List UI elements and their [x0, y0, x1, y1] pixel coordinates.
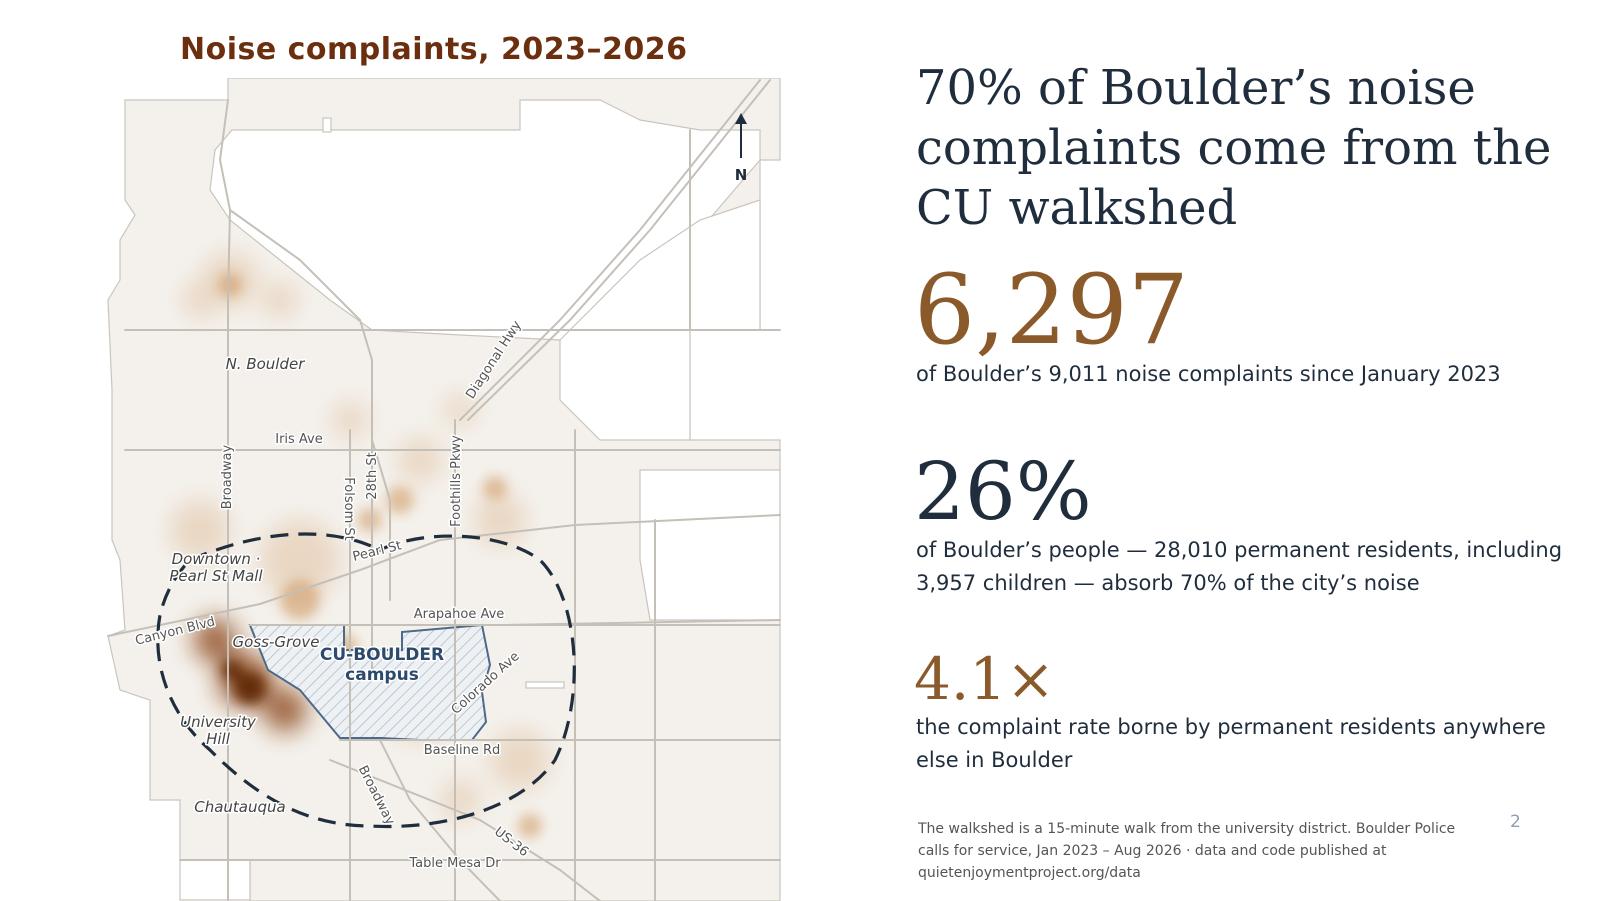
- map-title: Noise complaints, 2023–2026: [180, 32, 688, 67]
- campus-label-line1: CU-BOULDER: [320, 645, 444, 665]
- foothills-pkwy-label: Foothills Pkwy: [449, 435, 464, 527]
- university-hill-label-line2: Hill: [206, 730, 231, 748]
- footnote: The walkshed is a 15-minute walk from th…: [918, 821, 1456, 881]
- 28th-st-label: 28th St: [365, 452, 380, 499]
- north-label: N: [735, 166, 748, 184]
- table-mesa-dr-label: Table Mesa Dr: [408, 856, 501, 871]
- stat-population-value: 26%: [914, 445, 1092, 538]
- map-canvas[interactable]: N Diagonal Hwy Iris Ave Broadway Folsom …: [90, 78, 796, 901]
- north-arrow: N: [735, 113, 748, 184]
- stat-complaints-description: of Boulder’s 9,011 noise complaints sinc…: [916, 362, 1501, 386]
- downtown-label-line2: Pearl St Mall: [169, 567, 263, 585]
- page-number: 2: [1510, 812, 1521, 832]
- folsom-st-label: Folsom St: [341, 477, 356, 540]
- university-hill-label-line1: University: [180, 713, 257, 731]
- north-boulder-label: N. Boulder: [226, 355, 306, 373]
- arapahoe-ave-label: Arapahoe Ave: [414, 607, 505, 622]
- stat-rate-description: the complaint rate borne by permanent re…: [916, 715, 1546, 772]
- road-network: [107, 79, 781, 901]
- walkshed-boundary[interactable]: [156, 532, 576, 829]
- iris-ave-label: Iris Ave: [275, 432, 323, 447]
- campus-label-line2: campus: [345, 665, 419, 685]
- stat-complaints-value: 6,297: [914, 254, 1189, 366]
- goss-grove-label: Goss-Grove: [233, 633, 320, 651]
- downtown-label-line1: Downtown ·: [172, 550, 261, 568]
- baseline-rd-label: Baseline Rd: [424, 743, 501, 758]
- noise-complaint-map[interactable]: N Diagonal Hwy Iris Ave Broadway Folsom …: [90, 78, 796, 901]
- stat-rate-value: 4.1×: [914, 645, 1055, 713]
- broadway-north-label: Broadway: [220, 444, 235, 509]
- headline: 70% of Boulder’s noise complaints come f…: [916, 60, 1552, 236]
- chautauqua-label: Chautauqua: [194, 798, 285, 816]
- stat-population-description: of Boulder’s people — 28,010 permanent r…: [916, 538, 1563, 595]
